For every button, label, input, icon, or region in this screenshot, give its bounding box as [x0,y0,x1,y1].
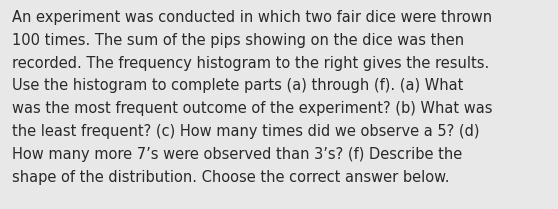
Text: How many more 7’s were observed than 3’s? (f) Describe the: How many more 7’s were observed than 3’s… [12,147,462,162]
Text: 100 times. The sum of the pips showing on the dice was then: 100 times. The sum of the pips showing o… [12,33,464,48]
Text: recorded. The frequency histogram to the right gives the results.: recorded. The frequency histogram to the… [12,56,489,71]
Text: was the most frequent outcome of the experiment? (b) What was: was the most frequent outcome of the exp… [12,101,493,116]
Text: An experiment was conducted in which two fair dice were thrown: An experiment was conducted in which two… [12,10,492,25]
Text: Use the histogram to complete parts (a) through (f). (a) What: Use the histogram to complete parts (a) … [12,78,463,93]
Text: shape of the distribution. Choose the correct answer below.: shape of the distribution. Choose the co… [12,169,450,185]
Text: the least frequent? (c) How many times did we observe a 5? (d): the least frequent? (c) How many times d… [12,124,479,139]
